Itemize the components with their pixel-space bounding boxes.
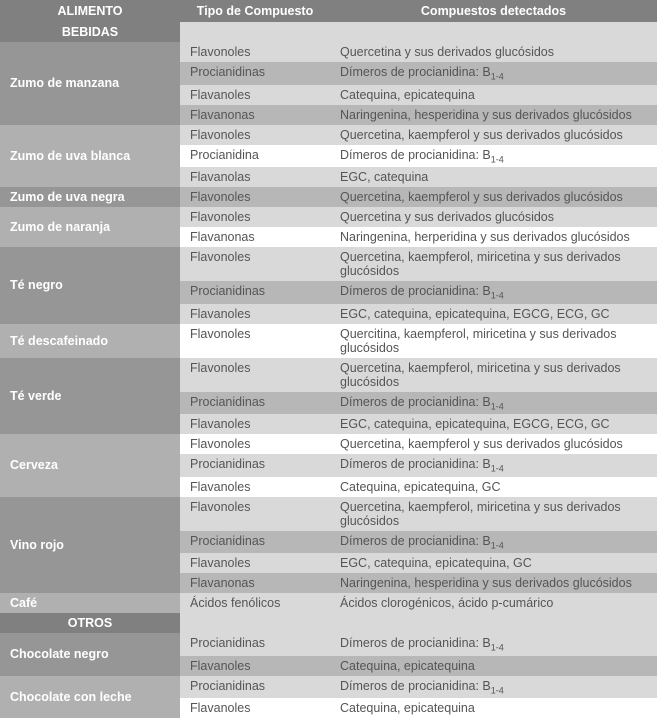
- compound-type: Flavanoles: [180, 698, 330, 718]
- section-row: BEBIDAS: [0, 22, 657, 42]
- compound-type: Procianidinas: [180, 392, 330, 415]
- food-name: Chocolate con leche: [0, 676, 180, 719]
- detected-compounds: Quercetina, kaempferol, miricetina y sus…: [330, 497, 657, 531]
- compound-type: Flavanonas: [180, 573, 330, 593]
- detected-compounds: Dímeros de procianidina: B1-4: [330, 676, 657, 699]
- food-name: Té verde: [0, 358, 180, 435]
- compound-type: Flavonoles: [180, 497, 330, 531]
- compound-type: Procianidinas: [180, 633, 330, 656]
- compound-type: Procianidina: [180, 145, 330, 168]
- detected-compounds: Dímeros de procianidina: B1-4: [330, 633, 657, 656]
- food-name: Zumo de uva blanca: [0, 125, 180, 188]
- compound-type: Flavanoles: [180, 85, 330, 105]
- detected-compounds: Dímeros de procianidina: B1-4: [330, 531, 657, 554]
- compound-type: Flavonoles: [180, 187, 330, 207]
- detected-compounds: Naringenina, herperidina y sus derivados…: [330, 227, 657, 247]
- detected-compounds: EGC, catequina, epicatequina, EGCG, ECG,…: [330, 414, 657, 434]
- detected-compounds: Catequina, epicatequina: [330, 656, 657, 676]
- detected-compounds: Ácidos clorogénicos, ácido p-cumárico: [330, 593, 657, 613]
- detected-compounds: Catequina, epicatequina: [330, 698, 657, 718]
- compound-type: Flavonoles: [180, 247, 330, 281]
- compounds-table: ALIMENTOTipo de CompuestoCompuestos dete…: [0, 0, 657, 718]
- detected-compounds: Quercitina, kaempferol, miricetina y sus…: [330, 324, 657, 358]
- detected-compounds: EGC, catequina: [330, 167, 657, 187]
- compound-type: Flavanonas: [180, 105, 330, 125]
- detected-compounds: Quercetina, kaempferol, miricetina y sus…: [330, 358, 657, 392]
- compound-type: Flavanoles: [180, 656, 330, 676]
- food-name: Zumo de manzana: [0, 42, 180, 125]
- compound-type: Flavanonas: [180, 227, 330, 247]
- compound-type: Flavanolas: [180, 167, 330, 187]
- detected-compounds: Dímeros de procianidina: B1-4: [330, 62, 657, 85]
- table-row: Chocolate negroProcianidinasDímeros de p…: [0, 633, 657, 656]
- detected-compounds: Quercetina, kaempferol y sus derivados g…: [330, 125, 657, 145]
- table-row: Té verdeFlavonolesQuercetina, kaempferol…: [0, 358, 657, 392]
- detected-compounds: Quercetina, kaempferol y sus derivados g…: [330, 434, 657, 454]
- food-name: Té descafeinado: [0, 324, 180, 358]
- food-name: Zumo de uva negra: [0, 187, 180, 207]
- compound-type: Flavonoles: [180, 125, 330, 145]
- table-row: Zumo de naranjaFlavonolesQuercetina y su…: [0, 207, 657, 227]
- compound-type: Ácidos fenólicos: [180, 593, 330, 613]
- food-name: Cerveza: [0, 434, 180, 497]
- table-row: Zumo de uva blancaFlavonolesQuercetina, …: [0, 125, 657, 145]
- detected-compounds: Catequina, epicatequina: [330, 85, 657, 105]
- compound-type: Procianidinas: [180, 62, 330, 85]
- detected-compounds: EGC, catequina, epicatequina, GC: [330, 553, 657, 573]
- compound-type: Procianidinas: [180, 454, 330, 477]
- detected-compounds: Quercetina, kaempferol, miricetina y sus…: [330, 247, 657, 281]
- food-name: Café: [0, 593, 180, 613]
- table-row: Vino rojoFlavonolesQuercetina, kaempfero…: [0, 497, 657, 531]
- food-name: Zumo de naranja: [0, 207, 180, 247]
- table-row: Zumo de uva negraFlavonolesQuercetina, k…: [0, 187, 657, 207]
- compound-type: Flavonoles: [180, 207, 330, 227]
- food-name: Té negro: [0, 247, 180, 324]
- detected-compounds: Catequina, epicatequina, GC: [330, 477, 657, 497]
- header-type: Tipo de Compuesto: [180, 0, 330, 22]
- compound-type: Flavonoles: [180, 434, 330, 454]
- detected-compounds: Dímeros de procianidina: B1-4: [330, 454, 657, 477]
- compound-type: Flavonoles: [180, 358, 330, 392]
- table-row: Té descafeinadoFlavonolesQuercitina, kae…: [0, 324, 657, 358]
- compound-type: Flavanoles: [180, 414, 330, 434]
- table-row: Chocolate con lecheProcianidinasDímeros …: [0, 676, 657, 699]
- detected-compounds: Dímeros de procianidina: B1-4: [330, 145, 657, 168]
- detected-compounds: Quercetina y sus derivados glucósidos: [330, 207, 657, 227]
- compound-type: Procianidinas: [180, 281, 330, 304]
- detected-compounds: Dímeros de procianidina: B1-4: [330, 392, 657, 415]
- detected-compounds: Naringenina, hesperidina y sus derivados…: [330, 573, 657, 593]
- compound-type: Flavanoles: [180, 304, 330, 324]
- table-row: CaféÁcidos fenólicosÁcidos clorogénicos,…: [0, 593, 657, 613]
- food-name: Vino rojo: [0, 497, 180, 594]
- food-name: Chocolate negro: [0, 633, 180, 676]
- header-detected: Compuestos detectados: [330, 0, 657, 22]
- detected-compounds: Quercetina y sus derivados glucósidos: [330, 42, 657, 62]
- section-title: OTROS: [0, 613, 180, 633]
- detected-compounds: Quercetina, kaempferol y sus derivados g…: [330, 187, 657, 207]
- section-row: OTROS: [0, 613, 657, 633]
- detected-compounds: Naringenina, hesperidina y sus derivados…: [330, 105, 657, 125]
- table-row: CervezaFlavonolesQuercetina, kaempferol …: [0, 434, 657, 454]
- table-row: Té negroFlavonolesQuercetina, kaempferol…: [0, 247, 657, 281]
- section-title: BEBIDAS: [0, 22, 180, 42]
- table-header-row: ALIMENTOTipo de CompuestoCompuestos dete…: [0, 0, 657, 22]
- header-food: ALIMENTO: [0, 0, 180, 22]
- compound-type: Flavonoles: [180, 42, 330, 62]
- detected-compounds: Dímeros de procianidina: B1-4: [330, 281, 657, 304]
- table-row: Zumo de manzanaFlavonolesQuercetina y su…: [0, 42, 657, 62]
- detected-compounds: EGC, catequina, epicatequina, EGCG, ECG,…: [330, 304, 657, 324]
- compound-type: Flavonoles: [180, 324, 330, 358]
- compound-type: Procianidinas: [180, 531, 330, 554]
- compound-type: Flavanoles: [180, 553, 330, 573]
- compound-type: Procianidinas: [180, 676, 330, 699]
- compound-type: Flavanoles: [180, 477, 330, 497]
